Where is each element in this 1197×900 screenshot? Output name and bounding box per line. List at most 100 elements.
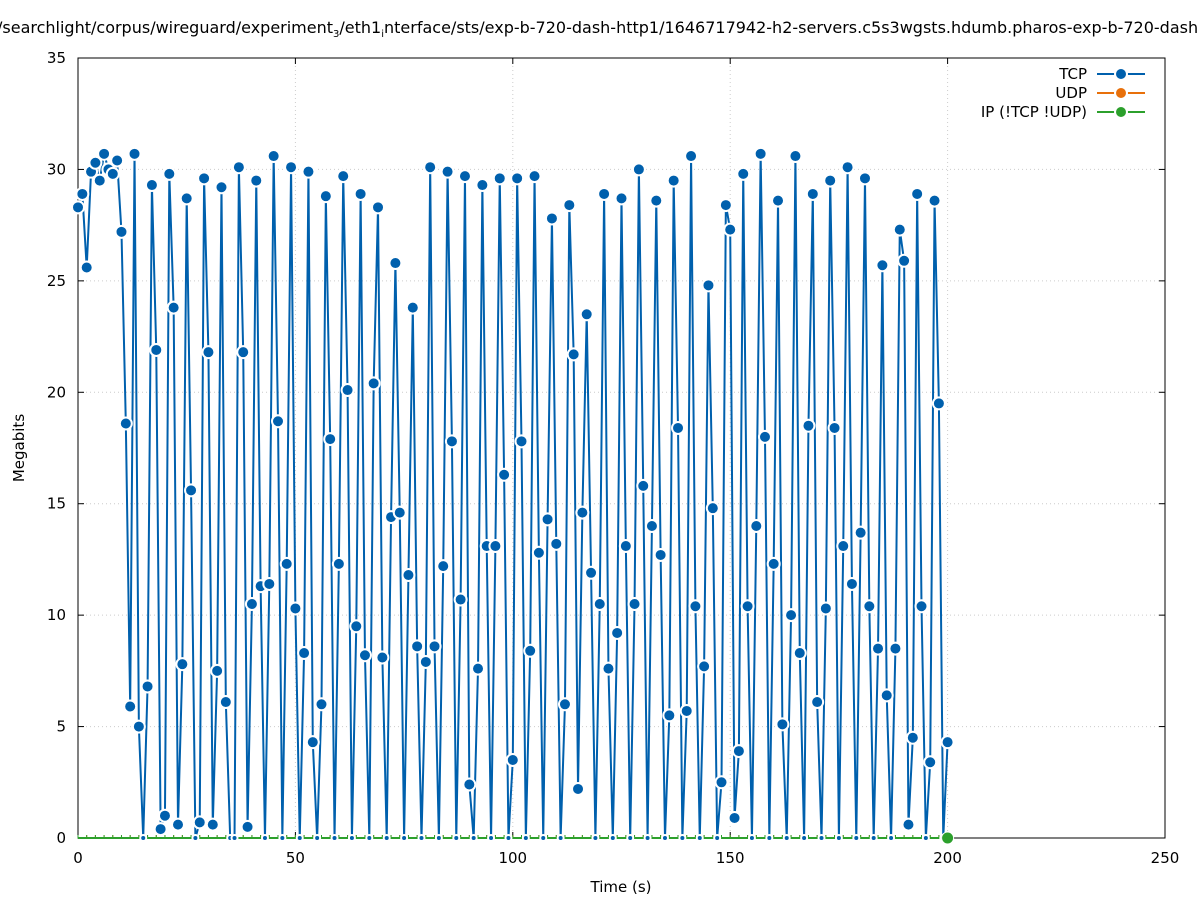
data-point-tcp — [240, 819, 255, 834]
data-point-tcp — [579, 307, 594, 322]
data-point-tcp — [171, 817, 186, 832]
data-point-tcp — [127, 146, 142, 161]
legend-label: UDP — [1055, 84, 1087, 102]
data-point-tcp — [249, 173, 264, 188]
data-point-tcp — [492, 171, 507, 186]
x-tick-label: 50 — [286, 849, 305, 867]
data-point-tcp — [405, 300, 420, 315]
data-point-tcp — [157, 808, 172, 823]
data-point-tcp — [649, 193, 664, 208]
data-point-tcp — [336, 169, 351, 184]
data-point-tcp — [653, 547, 668, 562]
data-point-tcp — [771, 193, 786, 208]
data-point-tcp — [788, 149, 803, 164]
title-part: /searchlight/corpus/wireguard/experiment — [0, 18, 334, 37]
data-point-tcp — [817, 834, 826, 842]
data-point-tcp — [131, 719, 146, 734]
data-point-tcp — [192, 815, 207, 830]
x-tick-label: 200 — [933, 849, 962, 867]
data-point-tcp — [782, 834, 791, 842]
data-point-tcp — [540, 512, 555, 527]
data-point-tcp — [330, 834, 339, 842]
data-point-tcp — [631, 162, 646, 177]
data-point-tcp — [923, 755, 938, 770]
data-point-tcp — [869, 834, 878, 842]
data-point-tcp — [921, 834, 930, 842]
data-point-tcp — [927, 193, 942, 208]
data-point-tcp — [179, 191, 194, 206]
data-point-tcp — [331, 556, 346, 571]
data-point-tcp — [688, 599, 703, 614]
data-point-tcp — [591, 834, 600, 842]
data-point-tcp — [71, 200, 85, 215]
data-point-tcp — [436, 559, 451, 574]
data-point-tcp — [792, 646, 807, 661]
data-point-tcp — [757, 429, 772, 444]
data-point-tcp — [340, 383, 355, 398]
data-point-tcp — [892, 222, 907, 237]
data-point-tcp — [278, 834, 287, 842]
data-point-tcp — [375, 650, 390, 665]
data-point-tcp — [323, 432, 338, 447]
data-point-tcp — [643, 834, 652, 842]
data-point-tcp — [371, 200, 386, 215]
data-point-tcp — [401, 568, 416, 583]
title-part: nterface/sts/exp-b-720-dash-http1/164671… — [384, 18, 1197, 37]
data-point-tcp — [497, 467, 512, 482]
data-point-tcp — [305, 735, 320, 750]
data-point-tcp — [662, 708, 677, 723]
data-point-tcp — [597, 186, 612, 201]
series-line-tcp — [77, 153, 949, 839]
data-point-tcp — [666, 173, 681, 188]
data-point-tcp — [901, 817, 916, 832]
data-point-tcp — [262, 576, 277, 591]
data-point-tcp — [644, 519, 659, 533]
data-point-tcp — [853, 525, 868, 540]
data-point-tcp — [418, 654, 433, 669]
data-point-ip — [941, 831, 955, 845]
data-point-tcp — [427, 639, 442, 654]
data-point-tcp — [852, 834, 861, 842]
data-point-tcp — [357, 648, 372, 663]
data-point-tcp — [671, 420, 686, 435]
data-point-tcp — [747, 834, 756, 842]
data-point-tcp — [678, 834, 687, 842]
data-point-tcp — [549, 536, 564, 551]
x-tick-label: 150 — [716, 849, 745, 867]
title-part: /eth1 — [339, 18, 382, 37]
data-point-tcp — [566, 347, 581, 362]
data-point-tcp — [452, 834, 461, 842]
data-point-tcp — [288, 601, 303, 616]
data-point-tcp — [197, 171, 212, 186]
data-point-tcp — [279, 556, 294, 571]
y-tick-label: 10 — [47, 606, 66, 624]
x-tick-label: 0 — [73, 849, 83, 867]
data-point-tcp — [231, 160, 246, 175]
y-tick-label: 25 — [47, 272, 66, 290]
data-point-tcp — [823, 173, 838, 188]
y-axis-label: Megabits — [10, 414, 28, 482]
data-point-tcp — [584, 565, 599, 580]
data-point-tcp — [271, 414, 286, 429]
data-point-tcp — [410, 639, 425, 654]
data-point-tcp — [230, 834, 239, 842]
data-point-tcp — [487, 834, 496, 842]
data-point-tcp — [626, 834, 635, 842]
data-point-tcp — [444, 434, 459, 449]
data-point-tcp — [844, 576, 859, 591]
data-point-tcp — [353, 186, 368, 201]
data-point-tcp — [897, 253, 912, 268]
data-point-tcp — [705, 501, 720, 516]
series-layer — [71, 146, 955, 845]
data-point-tcp — [469, 834, 478, 842]
data-point-tcp — [765, 834, 774, 842]
data-point-tcp — [887, 834, 896, 842]
data-point-tcp — [110, 153, 125, 168]
data-point-tcp — [434, 834, 443, 842]
data-point-tcp — [521, 834, 530, 842]
data-point-tcp — [575, 505, 590, 520]
data-point-tcp — [475, 178, 490, 193]
legend-marker — [1114, 86, 1128, 100]
data-point-tcp — [571, 781, 586, 796]
data-point-tcp — [627, 597, 642, 611]
